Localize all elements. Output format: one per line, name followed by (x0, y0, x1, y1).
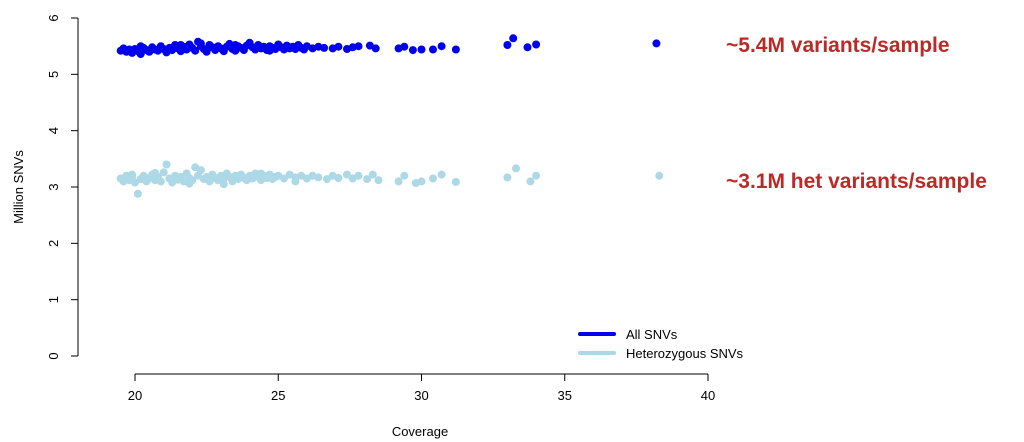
annotation-all-variants: ~5.4M variants/sample (726, 34, 950, 57)
data-point (185, 179, 194, 188)
data-point (512, 164, 520, 173)
data-point (231, 41, 240, 49)
data-point (374, 176, 383, 185)
data-point (429, 45, 437, 54)
data-point (652, 39, 661, 48)
data-point (400, 171, 409, 180)
data-point (136, 42, 145, 51)
x-tick-label: 25 (271, 388, 285, 403)
data-point (128, 170, 137, 179)
annotation-het-variants: ~3.1M het variants/sample (726, 170, 987, 193)
legend: All SNVs Heterozygous SNVs (578, 327, 744, 361)
data-point (437, 42, 446, 51)
series-all-snvs (116, 34, 661, 59)
y-tick-label: 4 (46, 127, 61, 134)
data-point (408, 46, 417, 55)
x-axis-ticks: 20 25 30 35 40 (128, 374, 715, 403)
data-point (655, 171, 664, 180)
data-point (354, 42, 363, 51)
y-tick-label: 6 (46, 14, 61, 21)
y-tick-label: 3 (46, 183, 61, 190)
data-point (451, 45, 460, 54)
data-point (291, 177, 300, 186)
data-point (437, 170, 446, 179)
data-point (202, 47, 211, 56)
x-tick-label: 30 (414, 388, 428, 403)
data-point (400, 42, 409, 51)
y-tick-label: 1 (46, 296, 61, 303)
data-point (156, 177, 165, 186)
legend-label-heterozygous-snvs: Heterozygous SNVs (626, 346, 744, 361)
data-point (300, 45, 308, 54)
data-point (265, 46, 274, 55)
y-axis-title: Million SNVs (11, 150, 26, 224)
data-point (196, 166, 205, 175)
data-point (334, 174, 343, 182)
data-point (257, 169, 266, 178)
data-point (509, 34, 518, 43)
data-point (162, 160, 171, 169)
data-point (503, 41, 512, 49)
data-point (451, 177, 460, 186)
data-point (151, 168, 160, 177)
y-tick-label: 2 (46, 240, 61, 247)
data-point (394, 177, 403, 186)
data-point (371, 44, 380, 53)
data-point (363, 175, 372, 184)
y-tick-label: 5 (46, 71, 61, 78)
x-axis-title: Coverage (392, 424, 448, 439)
data-point (176, 41, 185, 49)
y-tick-label: 0 (46, 352, 61, 359)
x-tick-label: 20 (128, 388, 142, 403)
data-point (133, 189, 142, 198)
data-points (116, 34, 664, 198)
data-point (280, 174, 288, 183)
data-point (368, 170, 377, 179)
series-heterozygous-snvs (116, 160, 664, 198)
data-point (532, 171, 541, 180)
data-point (354, 171, 363, 180)
data-point (219, 180, 228, 189)
x-tick-label: 40 (701, 388, 715, 403)
data-point (136, 50, 145, 59)
data-point (196, 39, 205, 48)
data-point (503, 173, 512, 182)
data-point (191, 46, 200, 55)
data-point (523, 43, 532, 52)
data-point (334, 42, 343, 51)
data-point (159, 168, 168, 177)
data-point (343, 170, 351, 179)
data-point (320, 43, 329, 52)
y-axis-ticks: 0 1 2 3 4 5 6 (46, 14, 78, 360)
data-point (429, 174, 437, 183)
data-point (417, 45, 426, 54)
data-point (314, 173, 323, 182)
legend-label-all-snvs: All SNVs (626, 327, 678, 342)
x-tick-label: 35 (558, 388, 572, 403)
data-point (417, 177, 426, 186)
data-point (532, 40, 541, 49)
data-point (526, 177, 535, 186)
